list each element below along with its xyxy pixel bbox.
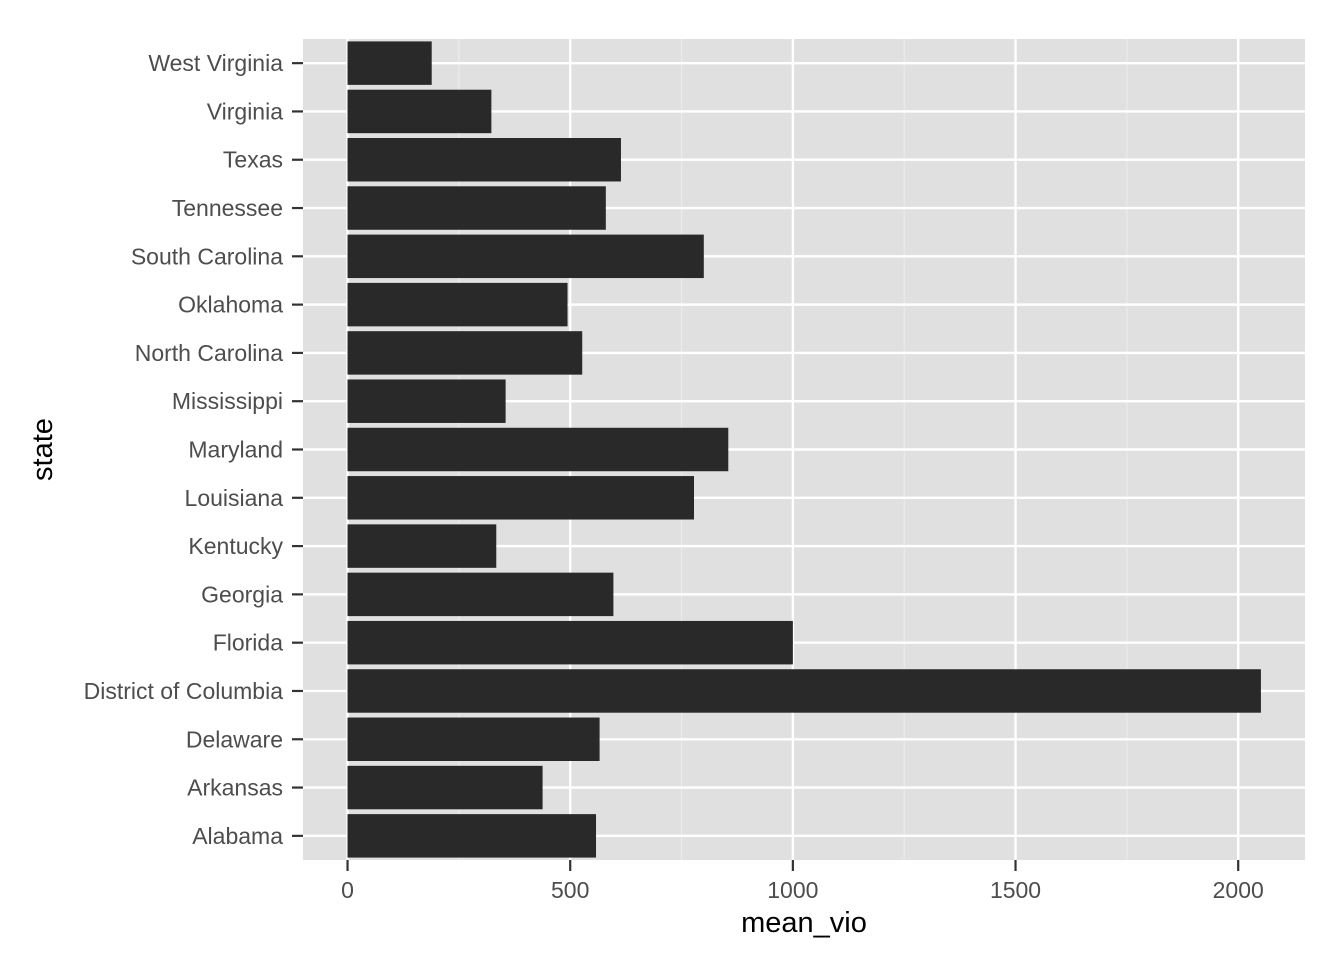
y-tick-label: Alabama — [192, 823, 283, 849]
bar — [347, 331, 583, 375]
x-tick-label: 500 — [551, 877, 589, 903]
y-tick-label: Georgia — [201, 581, 283, 607]
bar — [347, 572, 614, 617]
y-tick-label: South Carolina — [131, 243, 283, 269]
y-tick-label: Mississippi — [172, 388, 283, 414]
bar — [347, 620, 793, 665]
bar — [347, 669, 1261, 713]
x-axis: 0 500 1000 1500 2000 — [341, 860, 1264, 903]
y-tick-label: North Carolina — [135, 340, 283, 366]
y-tick-label: Tennessee — [172, 195, 283, 221]
y-tick-label: Maryland — [188, 437, 283, 463]
y-tick-label: Kentucky — [188, 533, 283, 559]
bar — [347, 427, 729, 472]
bar — [347, 41, 432, 85]
bar — [347, 814, 597, 858]
x-tick-label: 1000 — [767, 877, 818, 903]
y-axis-title: state — [27, 418, 59, 481]
bars — [347, 41, 1261, 858]
bar — [347, 765, 543, 810]
x-tick-label: 0 — [341, 877, 354, 903]
y-tick-label: Oklahoma — [178, 292, 283, 318]
bar — [347, 282, 568, 327]
bar — [347, 524, 497, 568]
x-axis-title: mean_vio — [741, 907, 867, 939]
bar — [347, 89, 492, 134]
bar — [347, 186, 606, 230]
bar — [347, 138, 621, 182]
y-tick-label: West Virginia — [148, 50, 283, 76]
y-tick-label: Texas — [223, 147, 283, 173]
y-tick-label: Arkansas — [187, 775, 283, 801]
y-axis: Alabama Arkansas Delaware District of Colum… — [84, 50, 303, 849]
y-tick-label: District of Columbia — [84, 678, 284, 704]
y-tick-label: Louisiana — [185, 485, 284, 511]
y-tick-label: Virginia — [207, 98, 283, 124]
bar — [347, 476, 695, 520]
bar — [347, 379, 506, 423]
y-tick-label: Delaware — [186, 726, 283, 752]
x-tick-label: 1500 — [990, 877, 1041, 903]
major-gridlines — [303, 39, 1305, 860]
x-tick-label: 2000 — [1213, 877, 1264, 903]
bar — [347, 234, 704, 279]
y-tick-label: Florida — [213, 630, 284, 656]
bar — [347, 717, 600, 761]
